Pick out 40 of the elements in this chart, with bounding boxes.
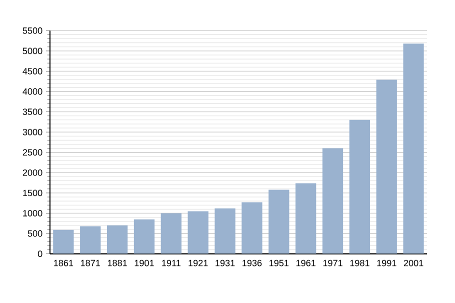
bar <box>403 44 424 254</box>
x-tick-label: 1881 <box>108 260 127 266</box>
bar <box>349 120 370 254</box>
y-tick-label: 4000 <box>22 88 42 95</box>
bar <box>80 226 101 254</box>
bar <box>322 148 344 254</box>
bar <box>268 190 290 254</box>
x-tick-label: 1921 <box>188 260 208 266</box>
x-tick-label: 1971 <box>323 260 342 266</box>
bar <box>242 202 262 254</box>
x-tick-label: 1961 <box>296 260 316 266</box>
y-tick-label: 500 <box>28 230 42 237</box>
bar <box>134 219 155 254</box>
bar <box>376 80 397 254</box>
bar <box>214 208 236 254</box>
bar <box>106 226 128 254</box>
bar <box>160 213 182 254</box>
x-tick-label: 1861 <box>54 260 74 266</box>
x-tick-label: 1871 <box>80 260 100 266</box>
y-tick-label: 3500 <box>22 108 42 116</box>
x-tick-label: 1951 <box>270 260 289 266</box>
bar <box>53 230 74 254</box>
x-tick-label: 1901 <box>134 260 154 266</box>
x-tick-label: 2001 <box>404 260 424 266</box>
y-tick-label: 2000 <box>22 170 42 176</box>
x-tick-label: 1936 <box>242 260 262 266</box>
y-tick-label: 5000 <box>22 48 42 54</box>
bar <box>188 211 208 254</box>
bar <box>296 183 316 254</box>
y-tick-label: 4500 <box>22 68 42 75</box>
y-tick-label: 1500 <box>23 190 42 196</box>
x-tick-label: 1981 <box>350 260 370 266</box>
y-tick-label: 3000 <box>22 128 42 136</box>
x-tick-label: 1991 <box>377 260 396 266</box>
x-tick-label: 1911 <box>162 260 180 266</box>
y-tick-label: 0 <box>38 250 42 258</box>
y-tick-label: 1000 <box>23 210 42 217</box>
y-tick-label: 2500 <box>22 149 42 156</box>
y-tick-label: 5500 <box>22 28 42 34</box>
x-tick-label: 1931 <box>216 260 235 266</box>
